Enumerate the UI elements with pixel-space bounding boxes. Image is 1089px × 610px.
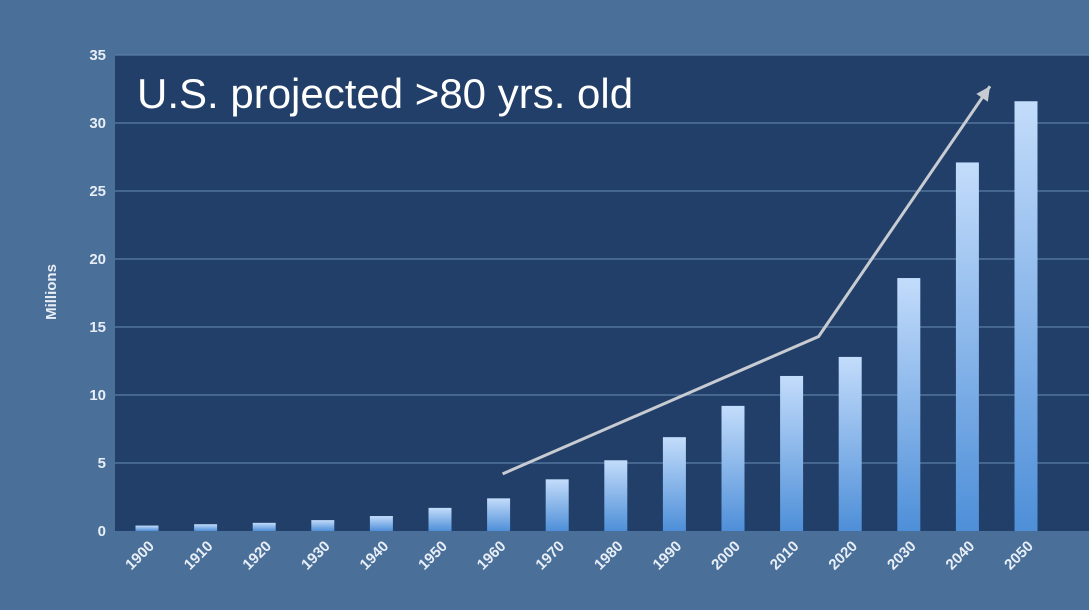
y-tick-label: 25 <box>89 183 106 200</box>
plot-area <box>115 55 1089 531</box>
y-tick-label: 35 <box>89 47 106 64</box>
bar-1920 <box>252 522 276 531</box>
gridlines <box>115 54 1089 464</box>
bar-2000 <box>721 405 745 531</box>
bar-1990 <box>662 437 686 531</box>
y-tick-label: 0 <box>98 523 106 540</box>
bar-1950 <box>428 507 452 531</box>
y-tick-label: 10 <box>89 387 106 404</box>
y-tick-label: 15 <box>89 319 106 336</box>
trend-arrow <box>502 85 992 476</box>
bar-2030 <box>897 278 921 531</box>
bar-2020 <box>838 356 862 531</box>
bar-1940 <box>369 516 393 531</box>
bar-1930 <box>311 520 335 531</box>
bar-2040 <box>955 162 979 531</box>
bar-1960 <box>487 498 511 531</box>
y-axis-ticks: 0 5 10 15 20 25 30 35 <box>89 47 106 540</box>
y-axis-label: Millions <box>43 264 60 320</box>
bar-2010 <box>780 375 804 531</box>
y-tick-label: 30 <box>89 115 106 132</box>
bars <box>135 101 1038 532</box>
bar-1900 <box>135 525 159 531</box>
bar-1910 <box>194 524 218 531</box>
y-tick-label: 20 <box>89 251 106 268</box>
trend-arrow-line <box>502 85 992 476</box>
bar-1970 <box>545 479 569 531</box>
bar-1980 <box>604 460 628 531</box>
y-tick-label: 5 <box>98 455 106 472</box>
bar-2050 <box>1014 101 1038 532</box>
chart-title: U.S. projected >80 yrs. old <box>137 70 633 117</box>
trend-arrow-head <box>976 86 990 102</box>
